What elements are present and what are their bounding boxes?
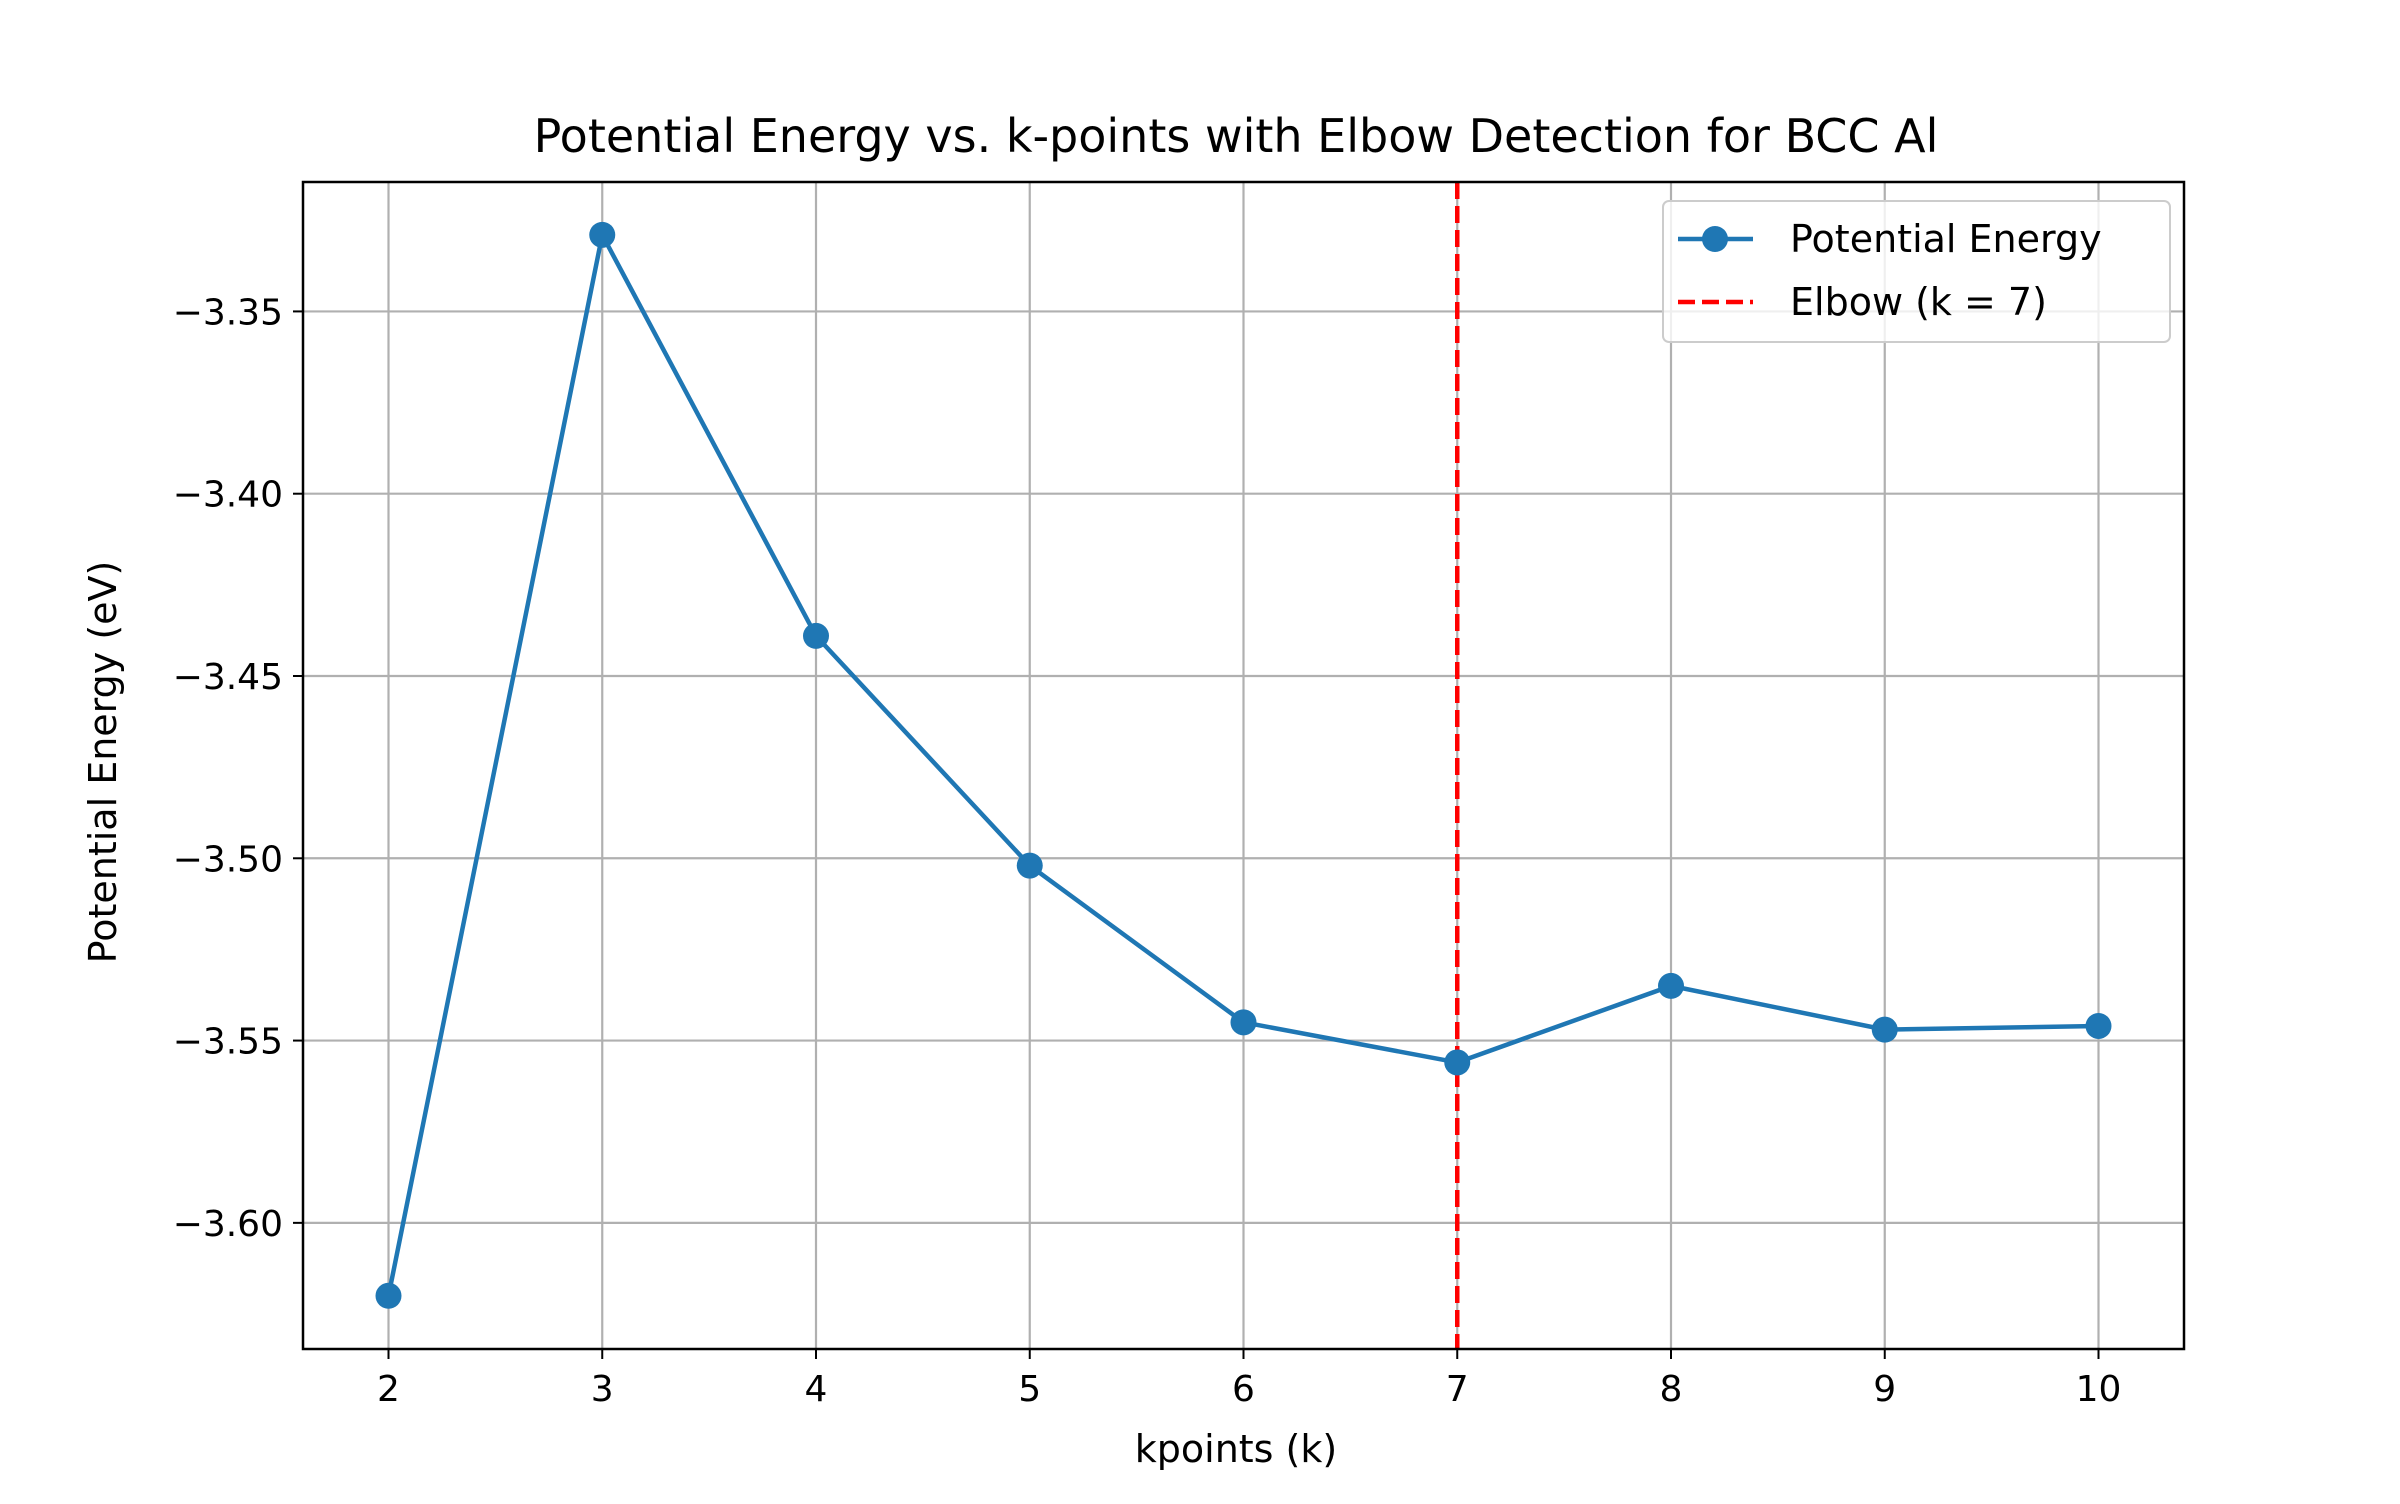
data-point <box>1230 1009 1257 1036</box>
x-tick-label: 10 <box>2076 1369 2122 1410</box>
data-point <box>1444 1049 1471 1076</box>
x-tick-label: 8 <box>1660 1369 1683 1410</box>
axis-ticks: 2 3 4 5 6 7 8 9 10 −3.60 −3.55 −3.50 −3.45 −3.40 −3.35 <box>173 292 2122 1410</box>
y-tick-label: −3.45 <box>173 657 283 698</box>
data-point <box>1016 852 1043 879</box>
data-point <box>589 221 616 248</box>
x-tick-label: 7 <box>1446 1369 1469 1410</box>
x-tick-label: 2 <box>377 1369 400 1410</box>
chart-title: Potential Energy vs. k-points with Elbow… <box>534 109 1939 163</box>
y-tick-label: −3.40 <box>173 475 283 516</box>
x-tick-label: 9 <box>1873 1369 1896 1410</box>
series-group <box>375 221 2112 1309</box>
legend-box <box>1662 200 2171 343</box>
x-tick-label: 4 <box>805 1369 828 1410</box>
y-axis-label: Potential Energy (eV) <box>81 561 125 964</box>
y-tick-label: −3.35 <box>173 292 283 333</box>
legend-series-marker <box>1702 226 1728 252</box>
x-tick-label: 5 <box>1018 1369 1041 1410</box>
y-tick-label: −3.55 <box>173 1022 283 1063</box>
data-point <box>1871 1016 1898 1043</box>
y-tick-label: −3.50 <box>173 839 283 880</box>
data-point <box>375 1282 402 1309</box>
data-point <box>803 622 829 649</box>
legend: Potential Energy Elbow (k = 7) <box>1662 200 2171 343</box>
x-tick-label: 6 <box>1232 1369 1255 1410</box>
legend-elbow-label: Elbow (k = 7) <box>1790 280 2047 324</box>
y-tick-label: −3.60 <box>173 1204 283 1245</box>
data-point <box>2085 1012 2112 1039</box>
x-tick-label: 3 <box>591 1369 614 1410</box>
data-point <box>1658 972 1684 999</box>
legend-series-label: Potential Energy <box>1790 217 2102 261</box>
grid-lines <box>303 182 2184 1349</box>
x-axis-label: kpoints (k) <box>1135 1427 1337 1471</box>
